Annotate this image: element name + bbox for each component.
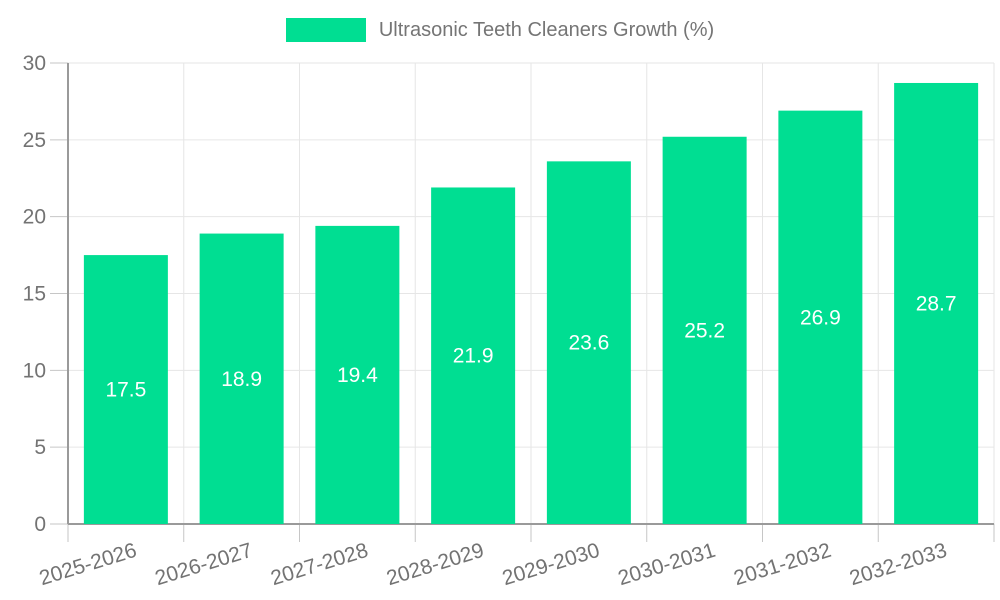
y-tick-label: 30 <box>23 52 46 75</box>
bar[interactable] <box>546 161 631 524</box>
y-tick-label: 0 <box>34 513 46 536</box>
bar-value-label: 25.2 <box>684 319 725 342</box>
chart-legend[interactable]: Ultrasonic Teeth Cleaners Growth (%) <box>0 18 1000 42</box>
bar[interactable] <box>83 255 168 525</box>
bar-value-label: 23.6 <box>568 332 609 355</box>
y-tick-label: 10 <box>23 359 46 382</box>
x-tick-label: 2026-2027 <box>152 539 255 590</box>
y-tick-label: 25 <box>23 129 46 152</box>
bar-value-label: 26.9 <box>800 306 841 329</box>
y-tick-label: 20 <box>23 206 46 229</box>
bar[interactable] <box>315 225 400 525</box>
legend-swatch-icon <box>285 18 366 42</box>
x-tick-label: 2025-2026 <box>37 539 140 590</box>
x-tick-label: 2032-2033 <box>847 539 950 590</box>
bar-value-label: 17.5 <box>105 379 146 402</box>
y-tick-label: 15 <box>23 283 46 306</box>
bar-value-label: 19.4 <box>337 364 378 387</box>
bar[interactable] <box>199 233 284 524</box>
bar[interactable] <box>894 82 979 524</box>
bar[interactable] <box>662 136 747 524</box>
x-tick-label: 2028-2029 <box>384 539 487 590</box>
bar-value-label: 28.7 <box>916 292 957 315</box>
x-tick-label: 2027-2028 <box>268 539 371 590</box>
bar-value-label: 18.9 <box>221 368 262 391</box>
x-tick-label: 2029-2030 <box>500 539 603 590</box>
x-tick-label: 2031-2032 <box>731 539 834 590</box>
bar-value-label: 21.9 <box>453 345 494 368</box>
bar[interactable] <box>778 110 863 525</box>
x-tick-label: 2030-2031 <box>615 539 718 590</box>
bar[interactable] <box>431 187 516 524</box>
legend-label: Ultrasonic Teeth Cleaners Growth (%) <box>378 19 715 41</box>
y-tick-label: 5 <box>34 436 46 459</box>
